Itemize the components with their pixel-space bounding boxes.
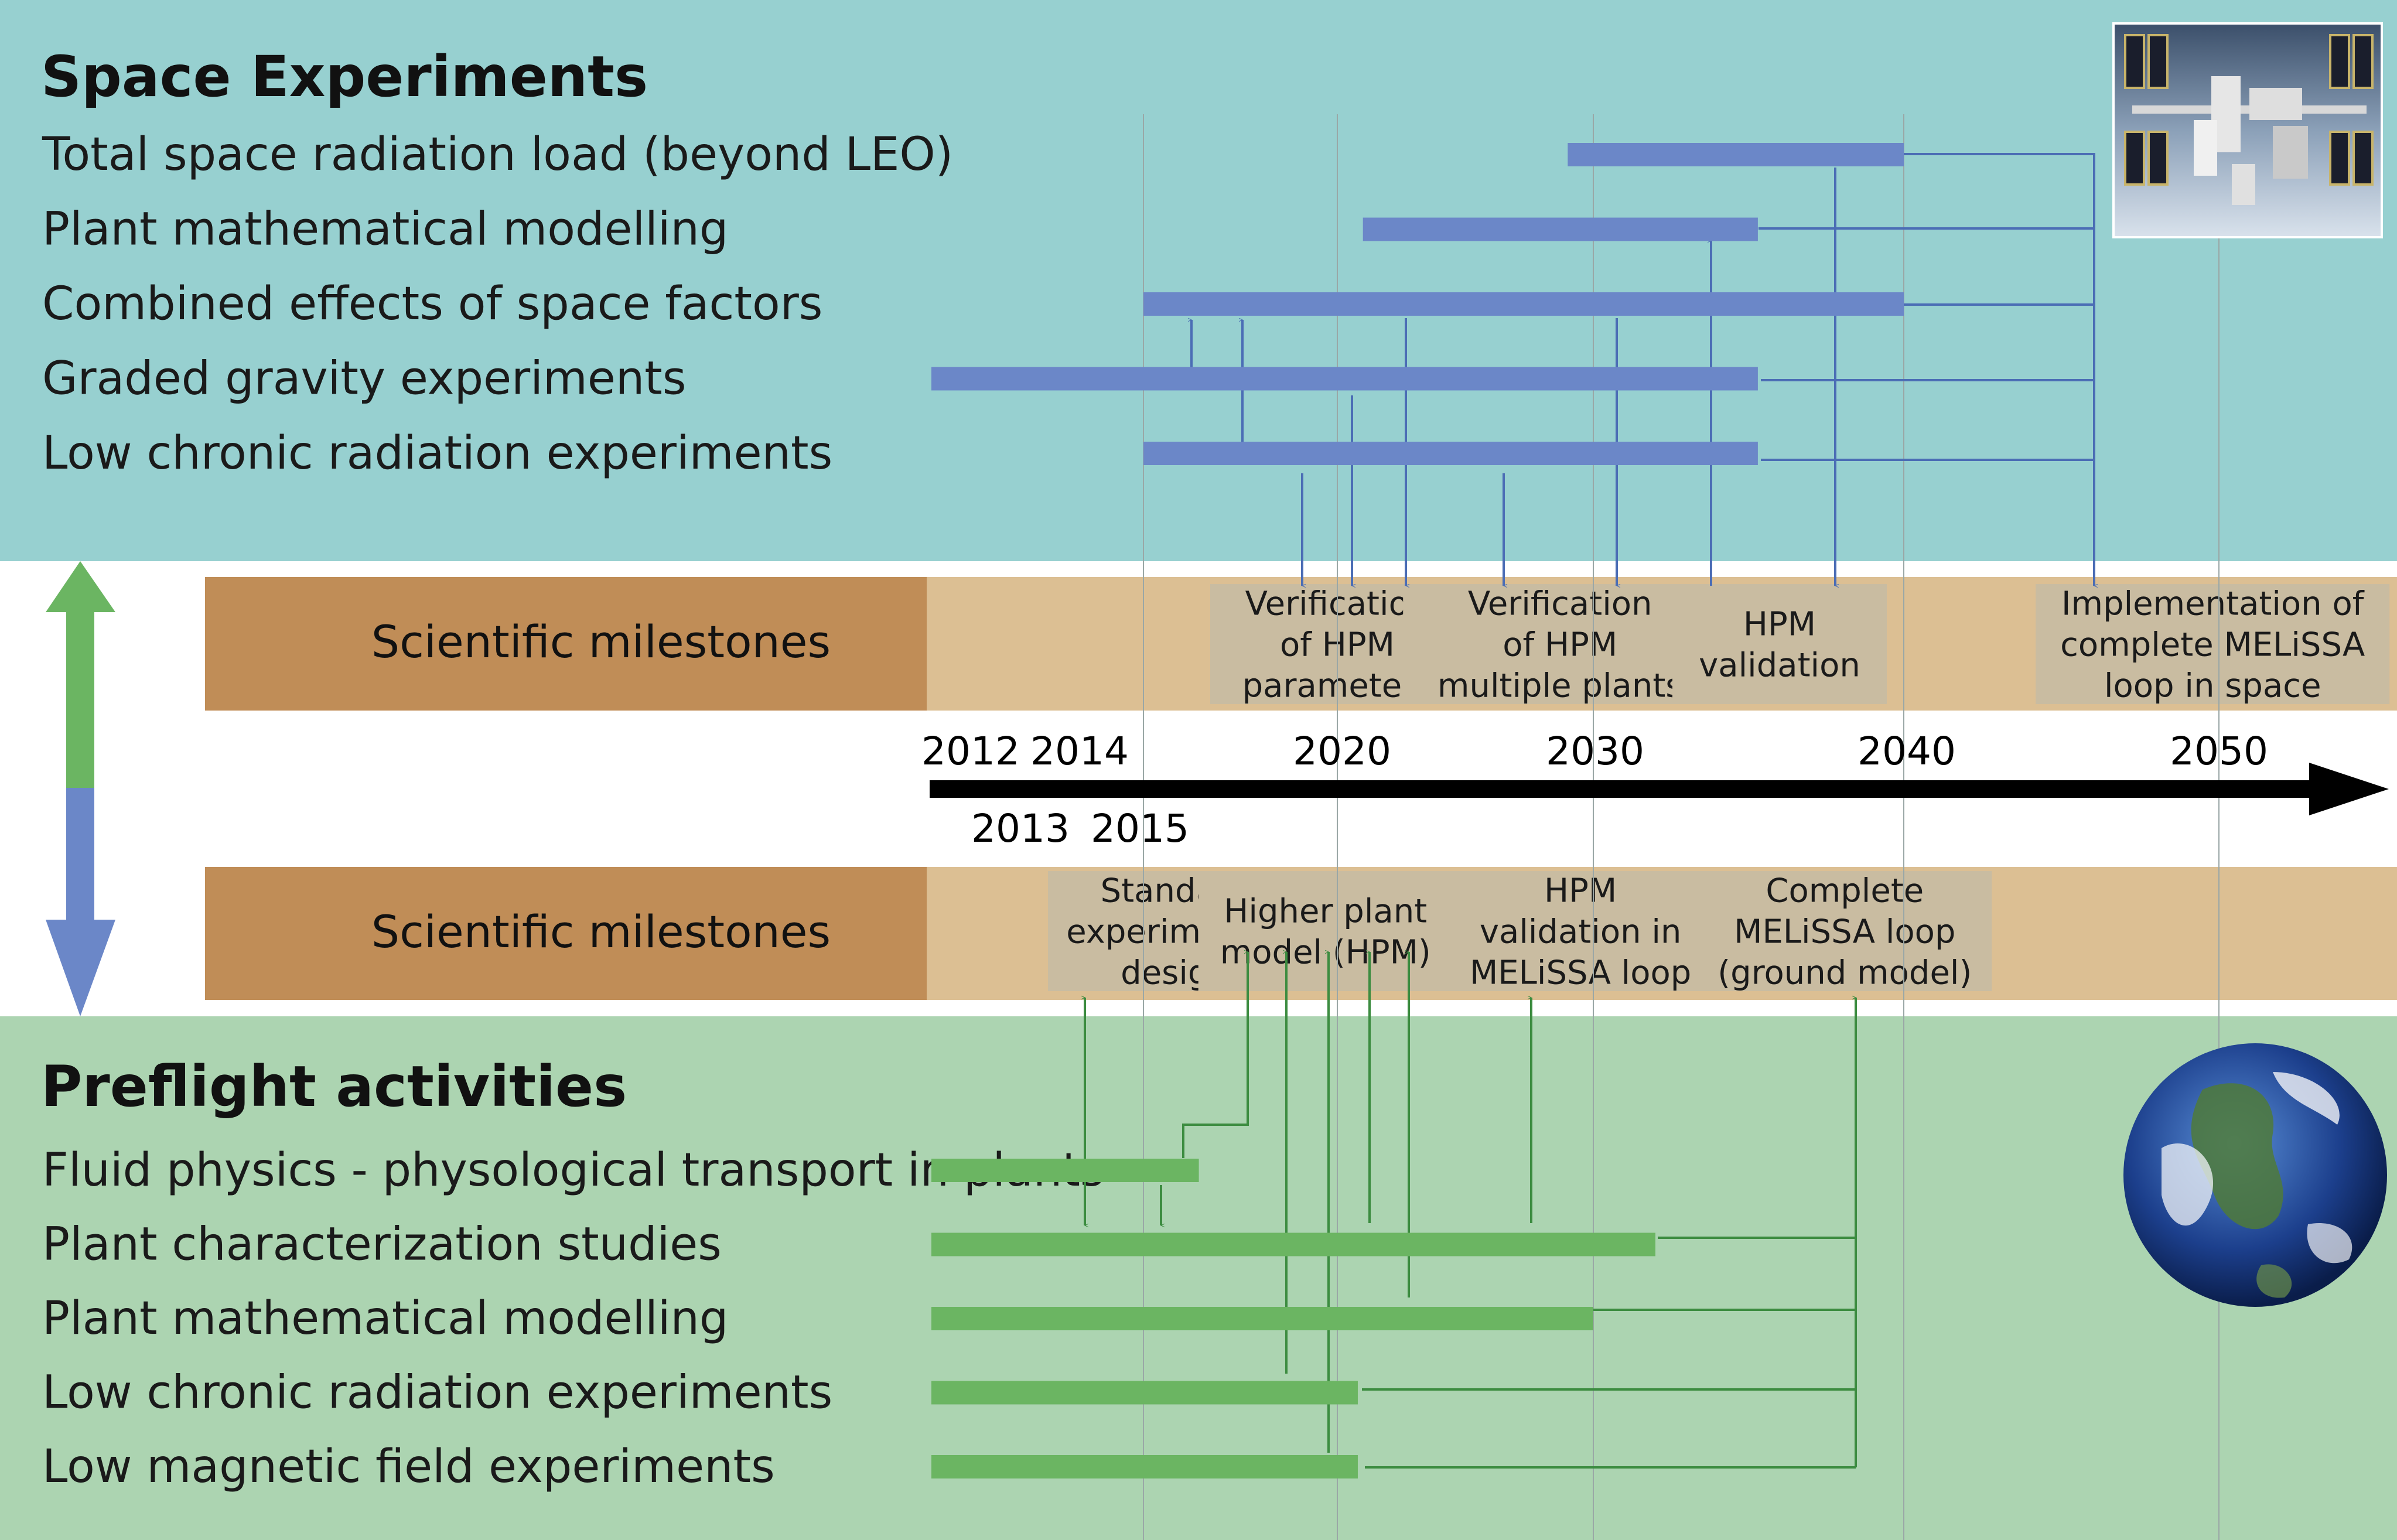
preflight-activity-bar	[931, 1381, 1358, 1405]
top_band-milestone-text: Verification	[1468, 585, 1652, 623]
year-label: 2012	[921, 729, 1020, 774]
preflight-row-label: Low magnetic field experiments	[42, 1440, 775, 1493]
bottom-band-label: Scientific milestones	[371, 906, 831, 958]
year-label: 2015	[1091, 806, 1189, 851]
preflight-activity-bar	[931, 1159, 1199, 1182]
space-station-photo	[2112, 22, 2383, 238]
space-activity-bar	[1143, 442, 1758, 465]
preflight-row-label: Plant mathematical modelling	[42, 1292, 728, 1345]
year-label: 2013	[971, 806, 1070, 851]
top_band-milestone-text: validation	[1699, 647, 1860, 685]
space-row-label: Graded gravity experiments	[42, 353, 687, 405]
space-row-label: Low chronic radiation experiments	[42, 427, 832, 480]
bottom_band-milestone-text: HPM	[1544, 872, 1617, 910]
space-connectors	[1191, 153, 2094, 586]
double-arrow-icon	[46, 561, 115, 1016]
preflight-row-label: Low chronic radiation experiments	[42, 1367, 832, 1419]
bottom-band-label-box	[205, 867, 927, 1000]
preflight-activity-bar	[931, 1232, 1655, 1256]
top_band-milestone-text: multiple plants	[1437, 667, 1683, 705]
top_band-milestone-text: Implementation of	[2061, 585, 2365, 623]
preflight-activity-bar	[931, 1455, 1358, 1478]
top_band-milestone-box	[1672, 584, 1887, 704]
space-row-label: Plant mathematical modelling	[42, 203, 728, 256]
bottom_band-milestone-box	[1698, 871, 1992, 991]
bottom_band-milestone-text: Higher plant	[1224, 893, 1427, 931]
space-experiments-section	[0, 0, 2397, 561]
bottom_band-milestone-box	[1443, 871, 1718, 991]
earth-globe-photo	[2123, 1043, 2387, 1307]
top_band-milestone-text: complete MELiSSA	[2060, 626, 2365, 664]
top_band-milestone-text: loop in space	[2104, 667, 2321, 705]
year-label: 2014	[1030, 729, 1129, 774]
year-label: 2050	[2170, 729, 2268, 774]
bottom_band-milestone-text: MELiSSA loop	[1734, 913, 1955, 951]
space-activity-bar	[931, 367, 1758, 391]
bottom_band-milestone-text: MELiSSA loop	[1470, 954, 1691, 992]
year-label: 2030	[1546, 729, 1644, 774]
space-activity-bar	[1143, 292, 1904, 316]
bottom_band-milestone-text: (ground model)	[1717, 954, 1972, 992]
top_band-milestone-text: HPM	[1743, 606, 1816, 644]
space-activity-bar	[1363, 217, 1758, 241]
top_band-milestone-box	[1403, 584, 1717, 704]
year-gridlines	[1143, 114, 2220, 1540]
connector-total-radiation-to-implementation	[1904, 153, 2094, 586]
bottom_band-milestone-text: Complete	[1766, 872, 1924, 910]
preflight-section-title: Preflight activities	[41, 1054, 627, 1119]
connector-fluid-to-hpm	[1182, 952, 1249, 1158]
space-section-title: Space Experiments	[41, 44, 648, 110]
preflight-row-label: Plant characterization studies	[42, 1218, 722, 1271]
preflight-connectors	[1085, 952, 1857, 1469]
top_band-milestone-text: of HPM	[1503, 626, 1617, 664]
space-row-label: Combined effects of space factors	[42, 278, 822, 330]
top-band-label: Scientific milestones	[371, 616, 831, 668]
preflight-activities-section	[0, 1016, 2397, 1540]
top_band-milestone-box	[2036, 584, 2390, 704]
preflight-activity-bar	[931, 1307, 1593, 1330]
timeline-arrowhead	[2309, 763, 2389, 815]
space-activity-bar	[1568, 143, 1904, 166]
preflight-row-label: Fluid physics - physological transport i…	[42, 1144, 1104, 1197]
year-label: 2020	[1293, 729, 1391, 774]
space-row-label: Total space radiation load (beyond LEO)	[42, 128, 953, 181]
top-band-label-box	[205, 577, 927, 711]
bottom_band-milestone-box	[1198, 871, 1453, 991]
year-label: 2040	[1857, 729, 1956, 774]
bottom_band-milestone-text: validation in	[1480, 913, 1682, 951]
bottom_band-milestone-text: model (HPM)	[1220, 934, 1431, 972]
